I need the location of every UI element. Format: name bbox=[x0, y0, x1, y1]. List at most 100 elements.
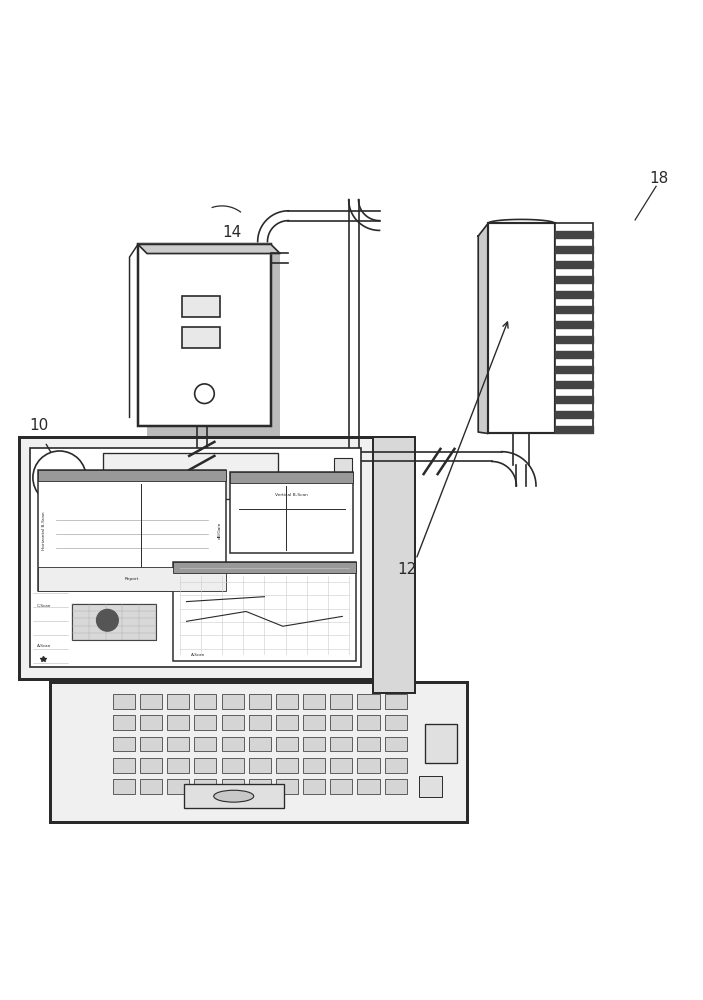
Bar bbox=[373, 437, 415, 693]
Text: Vertical B-Scan: Vertical B-Scan bbox=[276, 493, 308, 497]
Bar bbox=[357, 715, 380, 730]
Bar bbox=[140, 758, 162, 773]
Bar bbox=[140, 737, 162, 751]
Bar bbox=[303, 694, 325, 709]
Bar bbox=[30, 448, 361, 667]
Polygon shape bbox=[478, 223, 488, 433]
Text: C-Scan: C-Scan bbox=[37, 604, 51, 608]
Bar bbox=[103, 453, 278, 499]
Bar bbox=[221, 737, 244, 751]
Bar bbox=[140, 715, 162, 730]
Bar bbox=[357, 694, 380, 709]
Polygon shape bbox=[555, 246, 593, 253]
Polygon shape bbox=[555, 276, 593, 283]
Bar bbox=[357, 758, 380, 773]
Bar bbox=[330, 715, 352, 730]
Text: 10: 10 bbox=[30, 418, 49, 433]
Bar bbox=[334, 458, 352, 475]
Bar bbox=[249, 737, 271, 751]
Bar bbox=[195, 779, 217, 794]
Bar bbox=[138, 244, 271, 426]
Text: 12: 12 bbox=[397, 562, 416, 577]
Text: dB/Gain: dB/Gain bbox=[218, 522, 222, 539]
Bar bbox=[303, 779, 325, 794]
Bar bbox=[303, 758, 325, 773]
Text: 16: 16 bbox=[40, 456, 59, 471]
Bar bbox=[303, 737, 325, 751]
Bar bbox=[39, 470, 226, 591]
Bar bbox=[357, 737, 380, 751]
Bar bbox=[330, 758, 352, 773]
Text: Horizontal B-Scan: Horizontal B-Scan bbox=[42, 511, 46, 550]
Bar bbox=[330, 779, 352, 794]
Bar bbox=[303, 715, 325, 730]
Bar bbox=[51, 682, 467, 822]
Bar bbox=[425, 724, 457, 763]
Text: Report: Report bbox=[124, 577, 139, 581]
Bar bbox=[385, 779, 407, 794]
Bar bbox=[276, 715, 298, 730]
Bar bbox=[249, 758, 271, 773]
Bar bbox=[140, 694, 162, 709]
Bar bbox=[221, 779, 244, 794]
Bar bbox=[249, 779, 271, 794]
Bar bbox=[276, 737, 298, 751]
Bar bbox=[330, 737, 352, 751]
Ellipse shape bbox=[214, 790, 254, 802]
Polygon shape bbox=[555, 231, 593, 238]
Bar bbox=[330, 694, 352, 709]
Bar bbox=[195, 737, 217, 751]
Polygon shape bbox=[555, 366, 593, 373]
Polygon shape bbox=[555, 381, 593, 388]
Bar bbox=[72, 604, 156, 640]
Polygon shape bbox=[555, 351, 593, 358]
Bar bbox=[357, 779, 380, 794]
Circle shape bbox=[33, 451, 86, 504]
Bar bbox=[167, 694, 189, 709]
Bar bbox=[276, 694, 298, 709]
Polygon shape bbox=[555, 426, 593, 433]
Bar bbox=[113, 737, 135, 751]
Text: 18: 18 bbox=[649, 171, 669, 186]
Polygon shape bbox=[555, 396, 593, 403]
Bar bbox=[195, 715, 217, 730]
Bar bbox=[385, 694, 407, 709]
Polygon shape bbox=[555, 336, 593, 343]
Polygon shape bbox=[555, 261, 593, 268]
Bar bbox=[167, 715, 189, 730]
Bar bbox=[167, 779, 189, 794]
Polygon shape bbox=[555, 321, 593, 328]
Text: 22: 22 bbox=[271, 477, 290, 492]
Bar bbox=[221, 758, 244, 773]
Bar bbox=[419, 776, 442, 797]
Bar bbox=[140, 779, 162, 794]
Bar bbox=[195, 758, 217, 773]
Bar bbox=[147, 254, 280, 436]
Bar bbox=[182, 327, 220, 348]
Bar bbox=[231, 472, 353, 483]
Text: A-Scan: A-Scan bbox=[191, 653, 205, 657]
Bar bbox=[113, 779, 135, 794]
Bar bbox=[113, 715, 135, 730]
Text: 14: 14 bbox=[222, 225, 241, 240]
Bar bbox=[167, 758, 189, 773]
Bar bbox=[231, 472, 353, 553]
Circle shape bbox=[195, 384, 214, 404]
Bar bbox=[172, 562, 356, 573]
Polygon shape bbox=[138, 244, 280, 254]
Bar bbox=[276, 779, 298, 794]
Polygon shape bbox=[555, 291, 593, 298]
Bar bbox=[113, 694, 135, 709]
Bar bbox=[555, 223, 593, 433]
Polygon shape bbox=[555, 306, 593, 313]
Circle shape bbox=[96, 609, 118, 631]
Text: A-Scan: A-Scan bbox=[37, 644, 51, 648]
Bar bbox=[113, 758, 135, 773]
Bar bbox=[221, 694, 244, 709]
Bar bbox=[276, 758, 298, 773]
Bar bbox=[195, 694, 217, 709]
Bar bbox=[385, 715, 407, 730]
Bar bbox=[19, 437, 373, 679]
Bar bbox=[182, 296, 220, 317]
Bar bbox=[183, 784, 284, 808]
